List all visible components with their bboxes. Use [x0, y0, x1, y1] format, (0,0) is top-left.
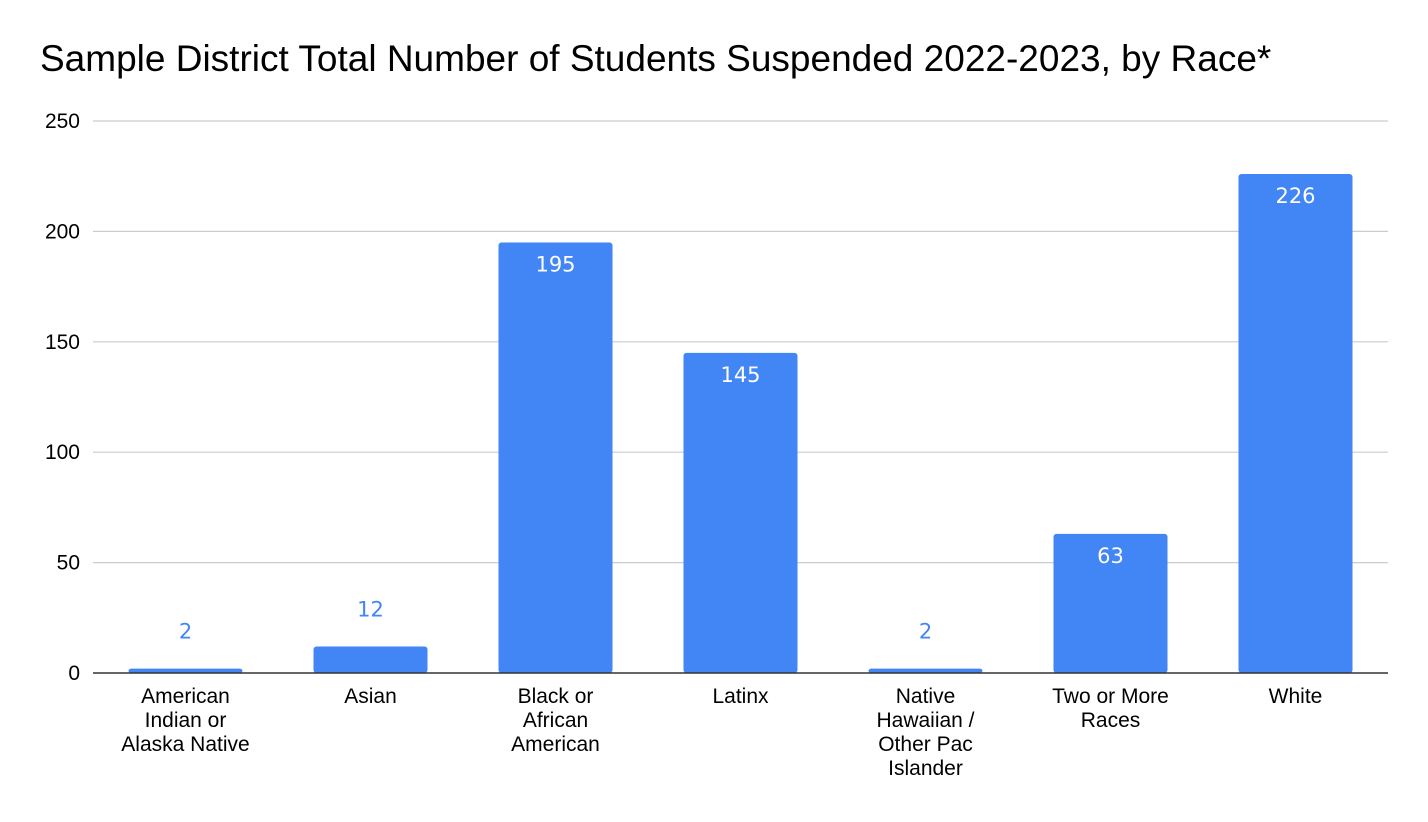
data-label: 2 — [919, 620, 932, 644]
data-label: 226 — [1275, 184, 1315, 208]
data-label: 63 — [1097, 544, 1124, 568]
y-tick-label: 200 — [45, 220, 80, 243]
y-tick-label: 250 — [45, 110, 80, 133]
bar — [498, 242, 613, 673]
data-labels: 2 12 195 145 2 63 226 — [179, 184, 1316, 644]
bar — [313, 646, 428, 673]
y-tick-label: 150 — [45, 331, 80, 354]
y-tick-label: 0 — [68, 662, 80, 685]
bar — [683, 352, 798, 673]
x-tick-labels: American Indian or Alaska Native Asian Black… — [121, 685, 1322, 780]
y-tick-label: 50 — [57, 552, 80, 575]
bar — [868, 668, 983, 673]
x-tick-label: Asian — [344, 685, 397, 708]
y-tick-label: 100 — [45, 441, 80, 464]
x-tick-label: White — [1269, 685, 1323, 708]
data-label: 12 — [357, 598, 384, 622]
x-tick-label: Native Hawaiian / Other Pac Islander — [876, 685, 974, 780]
data-label: 2 — [179, 620, 192, 644]
chart-title: Sample District Total Number of Students… — [40, 38, 1272, 79]
data-label: 195 — [535, 252, 575, 276]
y-tick-labels: 0 50 100 150 200 250 — [45, 110, 80, 685]
data-label: 145 — [720, 363, 760, 387]
bars — [128, 173, 1353, 673]
x-tick-label: Black or African American — [511, 685, 600, 756]
bar — [128, 668, 243, 673]
x-tick-label: American Indian or Alaska Native — [121, 685, 249, 756]
bar — [1238, 173, 1353, 673]
x-tick-label: Two or More Races — [1052, 685, 1169, 732]
x-tick-label: Latinx — [712, 685, 769, 708]
bar — [1053, 533, 1168, 673]
